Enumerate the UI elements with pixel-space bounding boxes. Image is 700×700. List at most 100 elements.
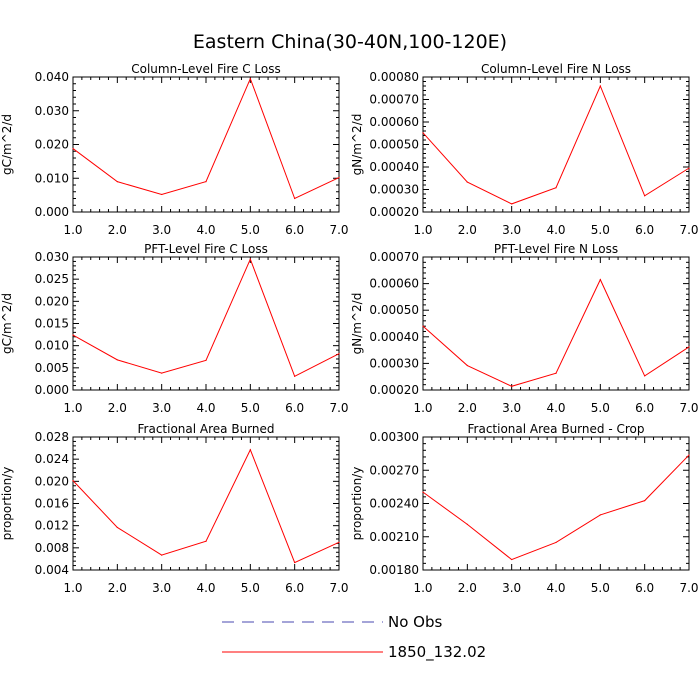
data-point: [116, 181, 118, 183]
x-tick-label: 6.0: [635, 401, 654, 415]
data-point: [599, 514, 601, 516]
data-point: [555, 372, 557, 374]
plot-frame: [422, 76, 690, 213]
data-point: [161, 193, 163, 196]
x-tick-label: 5.0: [241, 581, 260, 595]
chart-panel-4: PFT-Level Fire N Loss gN/m^2/d 1.0 2.0 3.0 4.…: [350, 242, 699, 415]
y-tick-label: 0.000: [35, 383, 69, 397]
y-tick-label: 0.024: [35, 452, 69, 466]
x-tick-label: 7.0: [679, 401, 698, 415]
x-tick-label: 6.0: [285, 401, 304, 415]
y-tick-label: 0.030: [35, 104, 69, 118]
series-line: [72, 77, 340, 200]
chart-panel-1: Column-Level Fire C Loss gC/m^2/d 1.0 2.0 3.…: [0, 62, 349, 237]
x-tick-label: 2.0: [108, 401, 127, 415]
data-point: [688, 454, 690, 456]
x-tick-label: 3.0: [152, 223, 171, 237]
y-tick-label: 0.00030: [369, 183, 419, 197]
x-tick-label: 1.0: [63, 401, 82, 415]
x-tick-label: 3.0: [152, 581, 171, 595]
data-point: [294, 375, 296, 377]
y-tick-label: 0.00020: [369, 205, 419, 219]
plot-frame: [72, 436, 340, 571]
plot-frame: [72, 76, 340, 213]
chart-panels: Column-Level Fire C Loss gC/m^2/d 1.0 2.0 3.…: [0, 62, 699, 595]
y-tick-label: 0.00240: [369, 497, 419, 511]
data-point: [338, 353, 340, 355]
series-line: [422, 454, 690, 561]
data-point: [555, 541, 557, 544]
legend: No Obs 1850_132.02: [222, 613, 486, 662]
x-tick-label: 6.0: [285, 223, 304, 237]
y-tick-label: 0.00040: [369, 330, 419, 344]
data-point: [466, 523, 468, 526]
series-line: [72, 257, 340, 377]
x-tick-label: 2.0: [108, 223, 127, 237]
data-point: [72, 480, 74, 482]
data-point: [422, 491, 424, 493]
series-line: [72, 448, 340, 564]
series-line: [422, 278, 690, 387]
data-point: [422, 325, 424, 327]
x-tick-label: 4.0: [196, 581, 215, 595]
data-point: [688, 167, 690, 169]
y-tick-label: 0.015: [35, 317, 69, 331]
data-point: [249, 449, 251, 451]
chart-panel-2: Column-Level Fire N Loss gN/m^2/d 1.0 2.0 3.…: [350, 62, 699, 237]
x-tick-label: 6.0: [635, 581, 654, 595]
data-point: [161, 372, 163, 374]
x-tick-label: 1.0: [63, 581, 82, 595]
data-point: [511, 558, 513, 561]
y-tick-label: 0.030: [35, 250, 69, 264]
x-tick-label: 7.0: [679, 581, 698, 595]
data-point: [161, 554, 163, 556]
y-tick-label: 0.00300: [369, 430, 419, 444]
chart-panel-5: Fractional Area Burned proportion/y 1.0 2.0…: [0, 422, 349, 595]
y-tick-label: 0.020: [35, 294, 69, 308]
x-tick-label: 4.0: [546, 223, 565, 237]
plot-frame: [422, 436, 690, 571]
panel-title: PFT-Level Fire N Loss: [494, 242, 618, 256]
data-point: [338, 541, 340, 543]
y-tick-label: 0.028: [35, 430, 69, 444]
y-axis-label: gC/m^2/d: [0, 114, 14, 175]
y-tick-label: 0.005: [35, 361, 69, 375]
panel-title: Column-Level Fire N Loss: [481, 62, 631, 76]
x-tick-label: 4.0: [546, 581, 565, 595]
y-axis-label: gN/m^2/d: [350, 114, 364, 176]
series-line: [422, 84, 690, 205]
data-point: [338, 176, 340, 179]
x-tick-label: 7.0: [329, 223, 348, 237]
y-tick-label: 0.00210: [369, 530, 419, 544]
y-axis-label: gN/m^2/d: [350, 293, 364, 355]
x-tick-label: 5.0: [591, 581, 610, 595]
x-tick-label: 4.0: [196, 401, 215, 415]
y-axis-label: proportion/y: [350, 467, 364, 541]
data-point: [249, 78, 251, 80]
x-tick-label: 3.0: [152, 401, 171, 415]
y-tick-label: 0.00030: [369, 356, 419, 370]
x-tick-label: 6.0: [285, 581, 304, 595]
y-axis-label: proportion/y: [0, 467, 14, 541]
data-point: [422, 132, 424, 134]
x-tick-label: 2.0: [458, 581, 477, 595]
panel-title: Fractional Area Burned: [138, 422, 275, 436]
x-tick-label: 5.0: [241, 223, 260, 237]
y-tick-label: 0.025: [35, 272, 69, 286]
data-point: [555, 187, 557, 189]
x-tick-label: 3.0: [502, 223, 521, 237]
x-tick-label: 1.0: [413, 223, 432, 237]
y-tick-label: 0.00040: [369, 160, 419, 174]
data-point: [205, 540, 207, 542]
x-tick-label: 2.0: [108, 581, 127, 595]
y-tick-label: 0.00050: [369, 138, 419, 152]
x-tick-label: 1.0: [413, 581, 432, 595]
x-tick-label: 7.0: [679, 223, 698, 237]
x-tick-label: 1.0: [413, 401, 432, 415]
figure-title: Eastern China(30-40N,100-120E): [193, 31, 507, 53]
data-point: [511, 385, 513, 387]
data-point: [205, 181, 207, 183]
data-point: [116, 359, 118, 361]
x-tick-label: 4.0: [196, 223, 215, 237]
data-point: [511, 203, 513, 205]
